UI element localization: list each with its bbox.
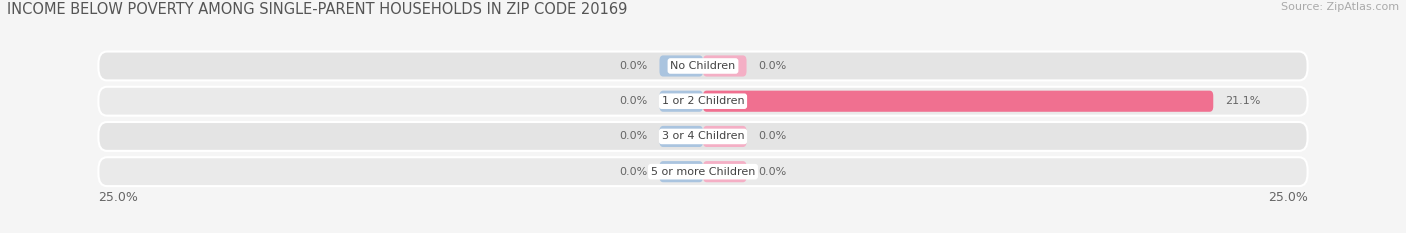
Text: INCOME BELOW POVERTY AMONG SINGLE-PARENT HOUSEHOLDS IN ZIP CODE 20169: INCOME BELOW POVERTY AMONG SINGLE-PARENT…	[7, 2, 627, 17]
Text: 0.0%: 0.0%	[759, 61, 787, 71]
FancyBboxPatch shape	[98, 157, 1308, 186]
Text: 0.0%: 0.0%	[759, 131, 787, 141]
FancyBboxPatch shape	[98, 87, 1308, 116]
Text: 21.1%: 21.1%	[1226, 96, 1261, 106]
FancyBboxPatch shape	[703, 126, 747, 147]
FancyBboxPatch shape	[659, 161, 703, 182]
FancyBboxPatch shape	[703, 161, 747, 182]
Text: 0.0%: 0.0%	[619, 131, 647, 141]
Text: 0.0%: 0.0%	[619, 96, 647, 106]
Text: 1 or 2 Children: 1 or 2 Children	[662, 96, 744, 106]
Text: No Children: No Children	[671, 61, 735, 71]
Text: 0.0%: 0.0%	[759, 167, 787, 177]
FancyBboxPatch shape	[659, 126, 703, 147]
FancyBboxPatch shape	[659, 91, 703, 112]
Text: 0.0%: 0.0%	[619, 167, 647, 177]
FancyBboxPatch shape	[703, 91, 1213, 112]
FancyBboxPatch shape	[98, 51, 1308, 80]
Text: 5 or more Children: 5 or more Children	[651, 167, 755, 177]
Text: 0.0%: 0.0%	[619, 61, 647, 71]
FancyBboxPatch shape	[703, 55, 747, 77]
FancyBboxPatch shape	[98, 122, 1308, 151]
Text: 25.0%: 25.0%	[98, 191, 138, 204]
Text: 3 or 4 Children: 3 or 4 Children	[662, 131, 744, 141]
Text: 25.0%: 25.0%	[1268, 191, 1308, 204]
Text: Source: ZipAtlas.com: Source: ZipAtlas.com	[1281, 2, 1399, 12]
FancyBboxPatch shape	[659, 55, 703, 77]
